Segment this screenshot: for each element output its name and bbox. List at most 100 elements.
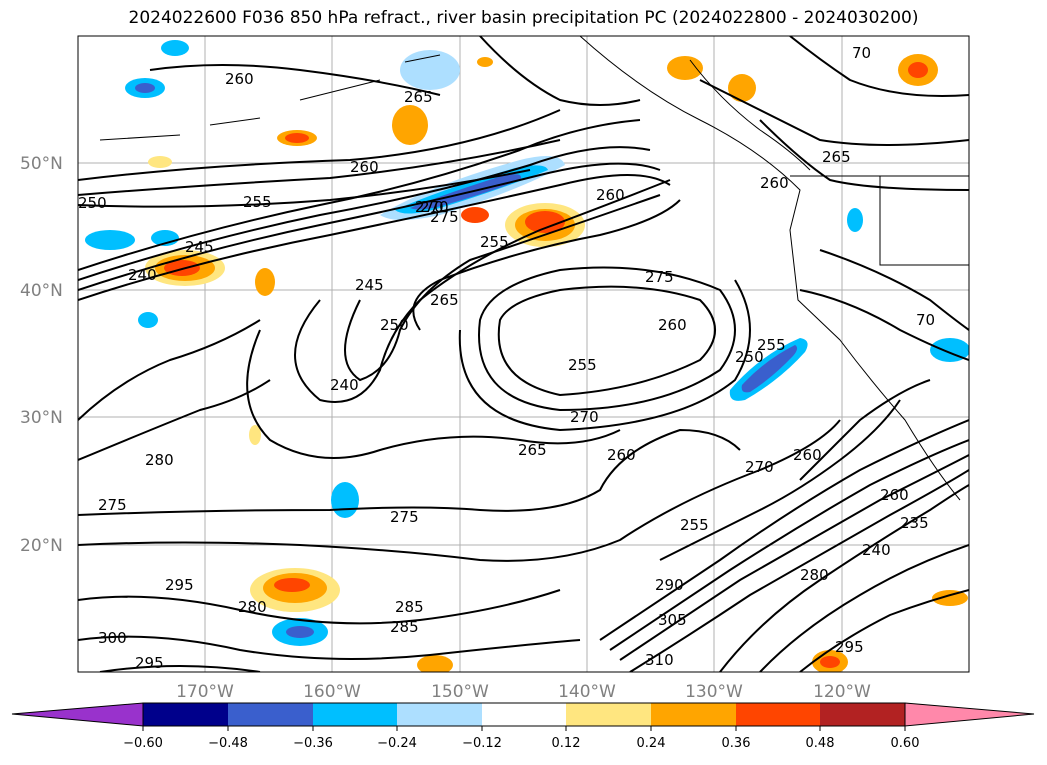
lon-label: 160°W [303,682,361,702]
contour-label: 255 [680,516,709,534]
refractivity-contours [78,36,969,672]
precip-positive-area [477,57,493,67]
contour-label: 260 [658,316,687,334]
contour-label: 70 [852,44,871,62]
colorbar-tick: −0.60 [123,736,163,751]
precip-positive-area [908,62,928,78]
colorbar-tick: −0.12 [462,736,502,751]
coastlines [99,36,969,501]
colorbar-segment [313,703,397,726]
map-title: 2024022600 F036 850 hPa refract., river … [128,8,919,28]
colorbar-segment [482,703,566,726]
contour-label: 255 [243,193,272,211]
colorbar-segment [228,703,313,726]
colorbar-segment [651,703,736,726]
contour-label: 280 [800,566,829,584]
colorbar-tick: 0.12 [552,736,581,751]
contour-label: 260 [793,446,822,464]
contour-label: 235 [900,514,929,532]
precip-positive-area [392,105,428,145]
precip-positive-area [249,425,261,445]
contour-label: 240 [128,266,157,284]
contour-label: 285 [390,618,419,636]
contour-label: 240 [862,541,891,559]
contour-label: 250 [78,194,107,212]
colorbar-tick: 0.24 [637,736,666,751]
contour-label: 270 [420,198,449,216]
map-frame [77,35,970,673]
graticule [78,36,969,672]
lat-label: 50°N [20,154,63,174]
precip-negative-area [161,40,189,56]
contour-label: 265 [822,148,851,166]
colorbar-segment [820,703,905,726]
colorbar-tick: −0.24 [377,736,417,751]
contour-label: 310 [645,651,674,669]
lon-label: 150°W [431,682,489,702]
precip-positive-area [285,133,309,143]
colorbar-tick: 0.48 [806,736,835,751]
colorbar-tick: −0.48 [208,736,248,751]
precip-positive-area [417,655,453,672]
contour-label: 250 [735,348,764,366]
contour-label: 250 [380,316,409,334]
contour-label: 260 [760,174,789,192]
lon-label: 170°W [176,682,234,702]
colorbar-extend-right [904,702,1035,727]
colorbar: −0.60 −0.48 −0.36 −0.24 −0.12 0.12 0.24 … [11,702,1035,751]
longitude-labels: 170°W 160°W 150°W 140°W 130°W 120°W [176,682,871,702]
colorbar-segment [736,703,820,726]
contour-label: 295 [165,576,194,594]
lat-label: 40°N [20,281,63,301]
precip-positive-area [461,207,489,223]
lon-label: 140°W [558,682,616,702]
precip-positive-area [255,268,275,296]
precip-positive-area [932,590,968,606]
colorbar-tick: −0.36 [293,736,333,751]
colorbar-segment [397,703,482,726]
colorbar-segment [566,703,651,726]
precip-positive-area [728,74,756,102]
contour-label: 300 [98,629,127,647]
precip-negative-area [741,345,798,393]
contour-label: 270 [570,408,599,426]
contour-label: 70 [916,311,935,329]
precip-negative-area [135,83,155,93]
contour-label: 260 [607,446,636,464]
precip-negative-area [85,230,135,250]
precip-positive-area [148,156,172,168]
precip-negative-area [400,50,460,90]
precip-positive-area [667,56,703,80]
contour-label: 255 [480,233,509,251]
contour-label: 265 [430,291,459,309]
contour-label: 275 [98,496,127,514]
lat-label: 30°N [20,408,63,428]
lon-label: 120°W [813,682,871,702]
lat-label: 20°N [20,536,63,556]
precip-negative-area [847,208,863,232]
contour-label: 295 [135,654,164,672]
contour-label: 260 [880,486,909,504]
contour-labels: 260 265 270 260 265 260 250 255 270 275 … [78,44,935,672]
contour-label: 270 [415,198,444,216]
latitude-labels: 50°N 40°N 30°N 20°N [20,154,63,556]
precip-negative-area [138,312,158,328]
contour-label: 245 [355,276,384,294]
contour-label: 290 [655,576,684,594]
contour-label: 240 [330,376,359,394]
contour-label: 260 [225,70,254,88]
contour-label: 245 [185,238,214,256]
precip-negative-area [410,174,521,210]
contour-label: 265 [404,88,433,106]
contour-label: 255 [757,336,786,354]
contour-label: 260 [596,186,625,204]
colorbar-tick: 0.60 [891,736,920,751]
precip-negative-area [286,626,314,638]
contour-label: 305 [658,611,687,629]
precip-positive-area [820,656,840,668]
precip-shading [85,40,969,672]
contour-label: 285 [395,598,424,616]
contour-label: 255 [568,356,597,374]
precip-positive-area [525,211,565,233]
